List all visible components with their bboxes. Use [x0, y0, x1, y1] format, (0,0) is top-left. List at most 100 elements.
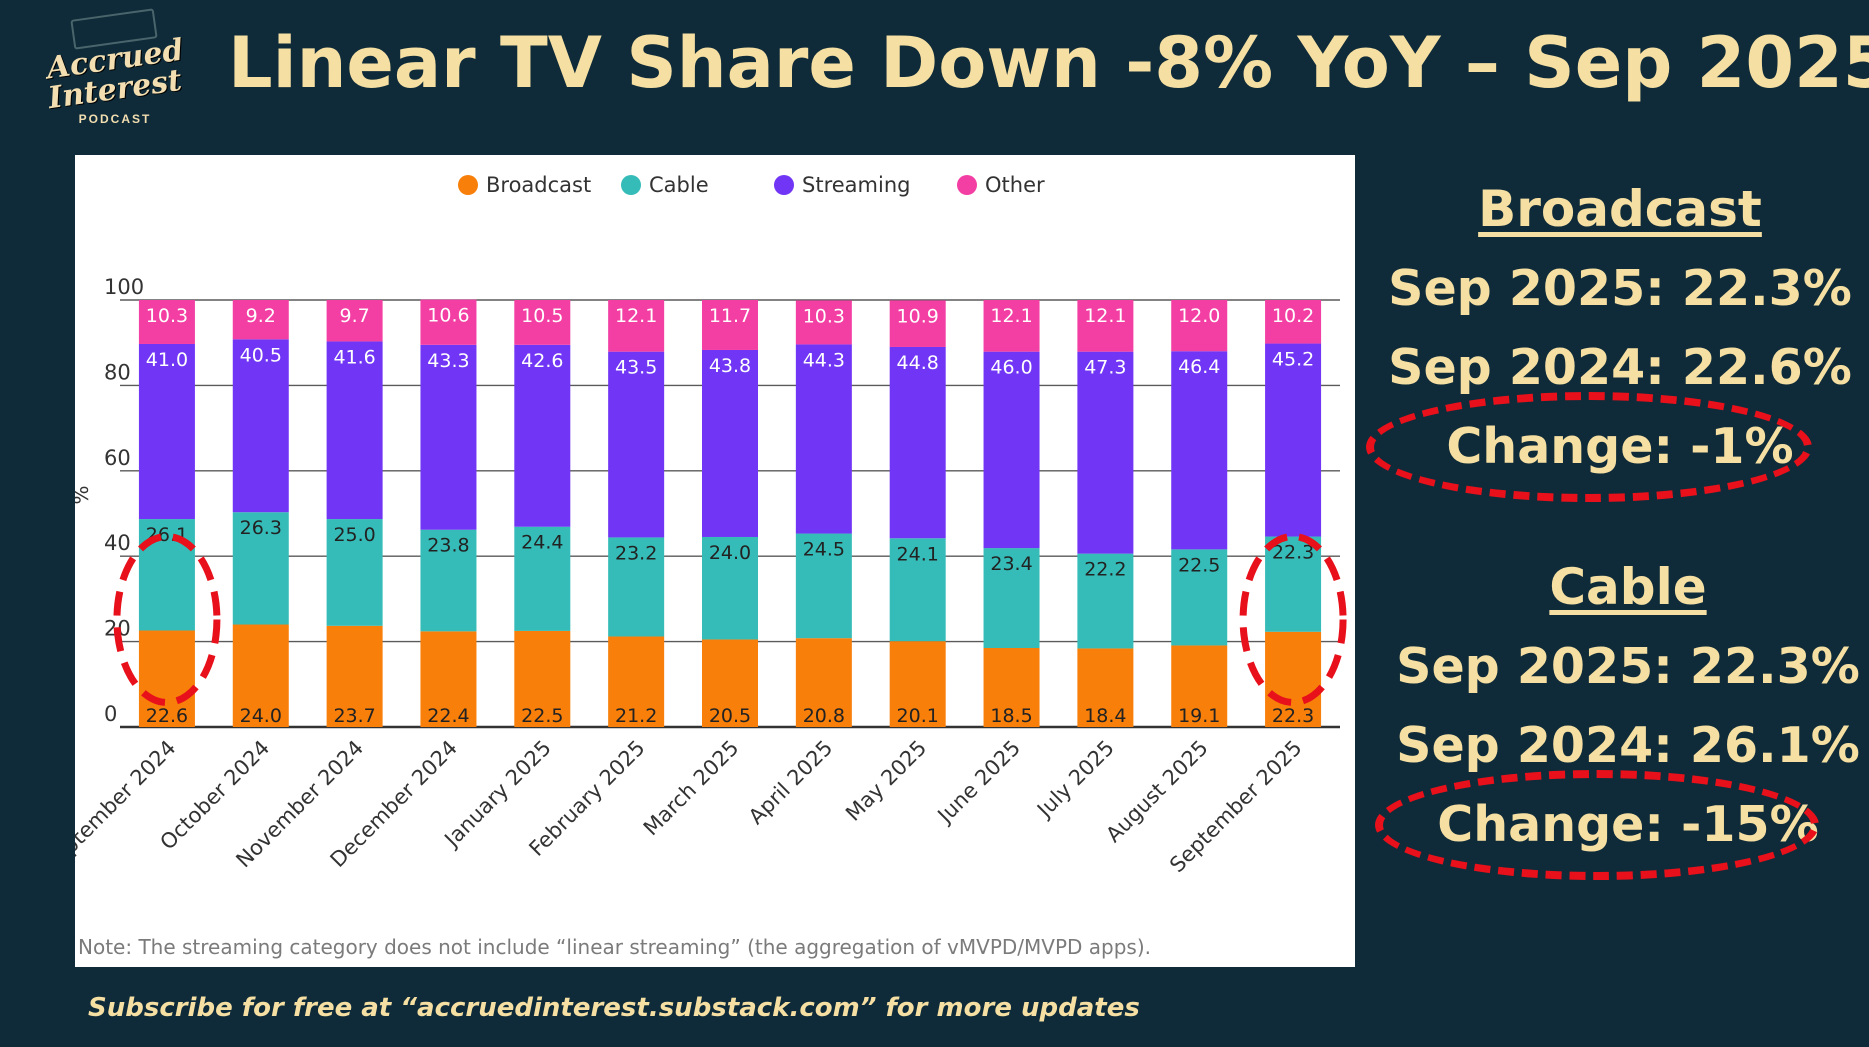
- highlight-ellipse: [1239, 532, 1347, 706]
- bar-broadcast: [795, 638, 852, 727]
- bar-other: [138, 300, 195, 344]
- data-label: 23.7: [333, 705, 375, 727]
- y-tick-label: 80: [104, 360, 131, 384]
- bar-streaming: [420, 344, 477, 530]
- cable-heading: Cable: [1549, 558, 1707, 616]
- x-tick-label: May 2025: [841, 736, 931, 826]
- bar-other: [514, 300, 571, 345]
- x-tick-label: July 2025: [1031, 736, 1119, 824]
- y-axis-label: %: [75, 485, 93, 504]
- data-label: 22.3: [1272, 542, 1314, 564]
- bar-cable: [1077, 553, 1134, 649]
- bar-cable: [702, 536, 758, 640]
- data-label: 47.3: [1084, 357, 1126, 379]
- data-label: 22.6: [146, 705, 188, 727]
- data-label: 23.8: [427, 535, 469, 557]
- data-label: 22.4: [427, 705, 469, 727]
- data-label: 12.1: [1084, 305, 1126, 327]
- data-label: 40.5: [240, 344, 282, 366]
- data-label: 11.7: [709, 305, 751, 327]
- bar-other: [795, 300, 852, 345]
- y-tick-label: 0: [104, 702, 117, 726]
- data-label: 20.1: [897, 705, 939, 727]
- bar-streaming: [326, 341, 383, 520]
- y-tick-label: 60: [104, 446, 131, 470]
- bar-streaming: [889, 346, 946, 539]
- x-tick-label: June 2025: [932, 736, 1025, 829]
- bar-cable: [1171, 549, 1228, 646]
- bar-streaming: [983, 351, 1040, 549]
- cable-change: Change: -15%: [1375, 770, 1820, 880]
- data-label: 43.8: [709, 355, 751, 377]
- stacked-bar-chart: 020406080100%BroadcastCableStreamingOthe…: [75, 173, 1347, 878]
- legend-label-broadcast: Broadcast: [486, 173, 591, 197]
- data-label: 43.3: [427, 350, 469, 372]
- x-tick-label: April 2025: [744, 736, 837, 829]
- bar-streaming: [795, 344, 852, 534]
- data-label: 24.1: [897, 543, 939, 565]
- bar-other: [889, 300, 946, 347]
- highlight-ring: [1375, 770, 1820, 880]
- bar-streaming: [232, 339, 289, 513]
- data-label: 10.9: [897, 305, 939, 327]
- bar-broadcast: [983, 648, 1040, 727]
- data-label: 24.4: [521, 532, 563, 554]
- bar-cable: [795, 533, 852, 639]
- bar-cable: [514, 526, 571, 631]
- bar-broadcast: [608, 636, 665, 727]
- legend-label-other: Other: [985, 173, 1045, 197]
- chart-panel: 020406080100%BroadcastCableStreamingOthe…: [75, 155, 1355, 967]
- data-label: 9.2: [246, 305, 276, 327]
- bar-other: [1077, 300, 1134, 352]
- accrued-interest-logo: Accrued Interest PODCAST: [40, 8, 190, 130]
- bar-other: [608, 300, 665, 352]
- data-label: 10.5: [521, 305, 563, 327]
- highlight-ellipse: [113, 532, 221, 706]
- bar-other: [702, 300, 758, 350]
- data-label: 24.0: [240, 705, 282, 727]
- bar-other: [1265, 300, 1322, 344]
- bar-broadcast: [514, 630, 571, 727]
- data-label: 22.3: [1272, 705, 1314, 727]
- bar-streaming: [1171, 351, 1228, 550]
- data-label: 42.6: [521, 350, 563, 372]
- legend-label-streaming: Streaming: [802, 173, 910, 197]
- bar-streaming: [138, 343, 195, 520]
- x-tick-label: March 2025: [639, 736, 744, 841]
- bar-other: [232, 300, 289, 340]
- data-label: 44.3: [803, 349, 845, 371]
- bar-cable: [1265, 536, 1322, 632]
- bar-broadcast: [138, 630, 195, 727]
- bar-cable: [138, 519, 195, 631]
- data-label: 19.1: [1178, 705, 1220, 727]
- chart-note: Note: The streaming category does not in…: [78, 935, 1152, 959]
- y-tick-label: 40: [104, 531, 131, 555]
- bar-broadcast: [420, 631, 477, 727]
- broadcast-heading: Broadcast: [1478, 180, 1762, 238]
- legend-marker-cable: [621, 175, 641, 195]
- legend-marker-streaming: [774, 175, 794, 195]
- data-label: 21.2: [615, 705, 657, 727]
- cable-sep-2025: Sep 2025: 22.3%: [1396, 638, 1860, 695]
- bar-cable: [889, 538, 946, 642]
- broadcast-change: Change: -1%: [1366, 392, 1813, 502]
- data-label: 41.0: [146, 349, 188, 371]
- cable-panel: Cable Sep 2025: 22.3% Sep 2024: 26.1% Ch…: [1375, 558, 1863, 880]
- data-label: 25.0: [333, 524, 375, 546]
- broadcast-sep-2025: Sep 2025: 22.3%: [1388, 260, 1852, 317]
- data-label: 9.7: [340, 305, 370, 327]
- bar-other: [1171, 300, 1228, 352]
- data-label: 26.3: [240, 517, 282, 539]
- data-label: 46.0: [990, 357, 1032, 379]
- bar-broadcast: [889, 641, 946, 727]
- data-label: 22.5: [521, 705, 563, 727]
- data-label: 12.1: [990, 305, 1032, 327]
- data-label: 23.2: [615, 542, 657, 564]
- bar-other: [326, 300, 383, 342]
- data-label: 44.8: [897, 352, 939, 374]
- data-label: 12.0: [1178, 305, 1220, 327]
- x-tick-label: September 2024: [75, 736, 180, 878]
- highlight-ring: [1366, 392, 1813, 502]
- data-label: 24.5: [803, 539, 845, 561]
- bar-cable: [326, 519, 383, 626]
